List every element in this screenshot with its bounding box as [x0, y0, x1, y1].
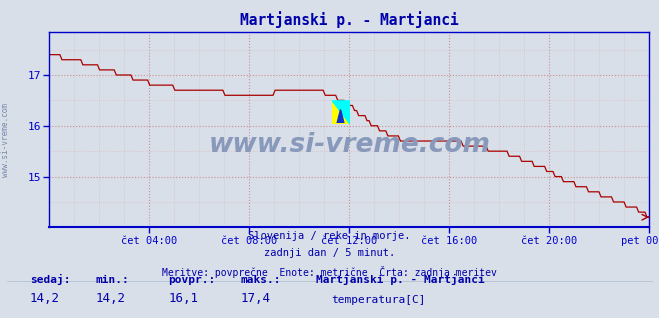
Text: www.si-vreme.com: www.si-vreme.com — [1, 103, 10, 177]
Text: povpr.:: povpr.: — [168, 275, 215, 285]
Text: Meritve: povprečne  Enote: metrične  Črta: zadnja meritev: Meritve: povprečne Enote: metrične Črta:… — [162, 266, 497, 278]
Text: sedaj:: sedaj: — [30, 273, 70, 285]
Text: zadnji dan / 5 minut.: zadnji dan / 5 minut. — [264, 248, 395, 258]
Polygon shape — [337, 109, 344, 123]
Text: Martjanski p. - Martjanci: Martjanski p. - Martjanci — [316, 273, 485, 285]
Text: 17,4: 17,4 — [241, 292, 271, 305]
Text: 14,2: 14,2 — [96, 292, 126, 305]
Text: 14,2: 14,2 — [30, 292, 60, 305]
Text: www.si-vreme.com: www.si-vreme.com — [208, 132, 490, 158]
Text: 16,1: 16,1 — [168, 292, 198, 305]
Text: min.:: min.: — [96, 275, 129, 285]
Text: temperatura[C]: temperatura[C] — [331, 295, 425, 305]
Text: maks.:: maks.: — [241, 275, 281, 285]
Text: Slovenija / reke in morje.: Slovenija / reke in morje. — [248, 231, 411, 240]
Title: Martjanski p. - Martjanci: Martjanski p. - Martjanci — [240, 11, 459, 28]
